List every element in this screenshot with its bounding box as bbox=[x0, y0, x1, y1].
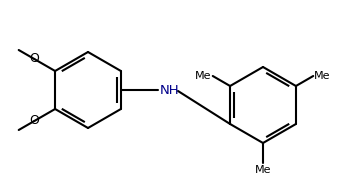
Text: O: O bbox=[29, 114, 39, 128]
Text: Me: Me bbox=[255, 165, 271, 175]
Text: NH: NH bbox=[160, 84, 180, 96]
Text: Me: Me bbox=[314, 71, 331, 81]
Text: Me: Me bbox=[195, 71, 212, 81]
Text: O: O bbox=[29, 52, 39, 66]
